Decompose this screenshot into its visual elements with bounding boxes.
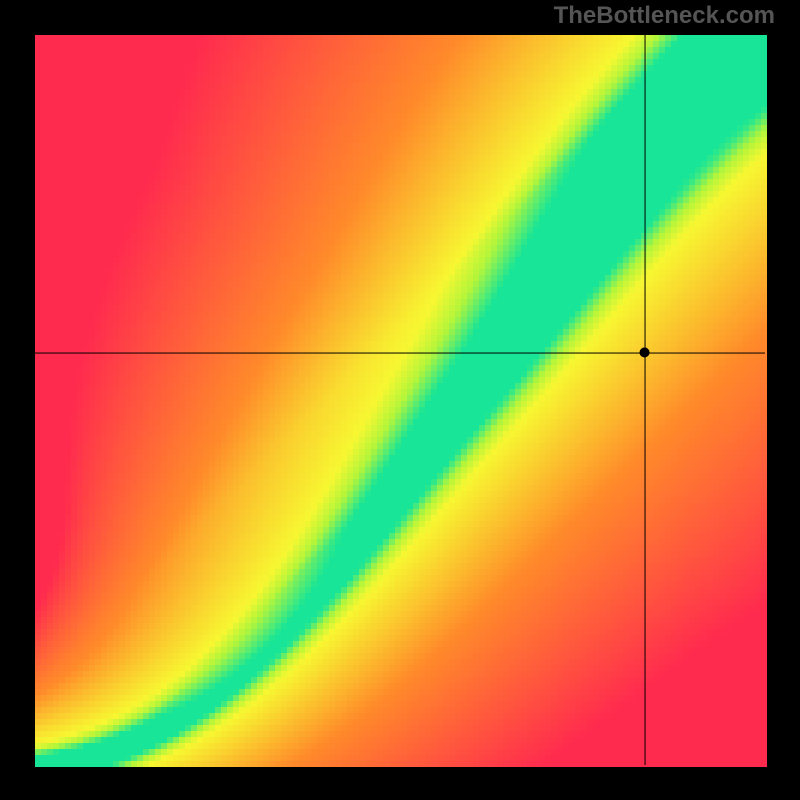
bottleneck-heatmap bbox=[0, 0, 800, 800]
watermark-text: TheBottleneck.com bbox=[554, 2, 775, 30]
